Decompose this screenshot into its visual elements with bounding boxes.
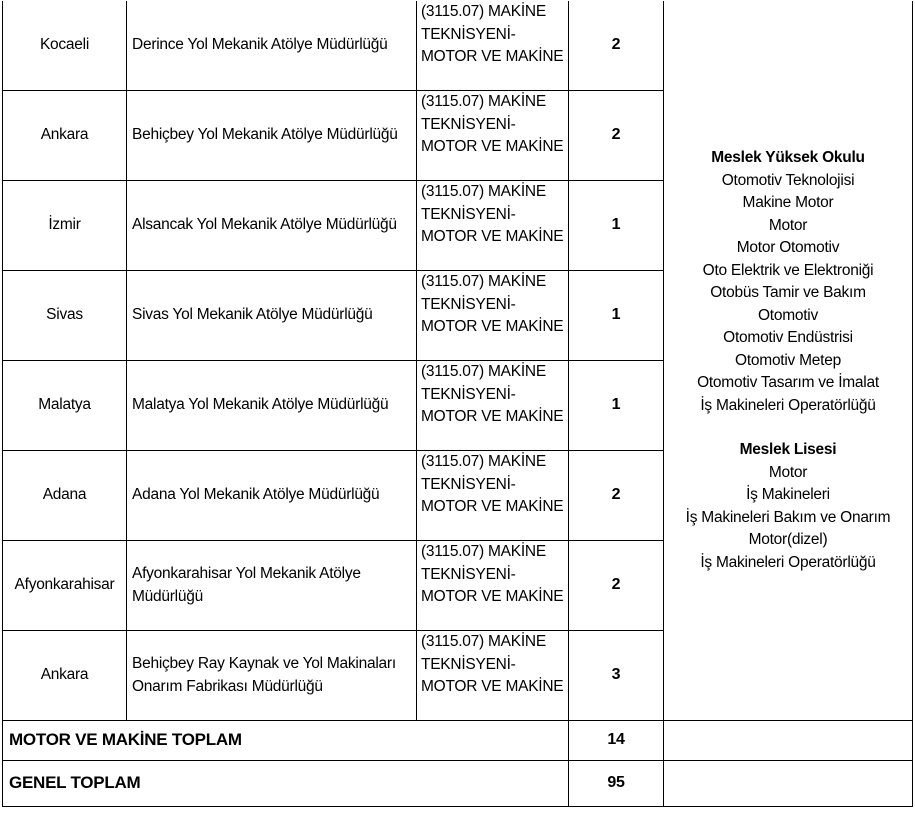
requirement-item: İş Makineleri Operatörlüğü bbox=[700, 396, 876, 414]
position-cell: (3115.07) MAKİNE TEKNİSYENİ-MOTOR VE MAK… bbox=[416, 450, 569, 541]
unit-cell: Behiçbey Ray Kaynak ve Yol Makinaları On… bbox=[126, 630, 417, 721]
province-cell: İzmir bbox=[2, 180, 127, 271]
province-cell: Sivas bbox=[2, 270, 127, 361]
category-total-label: MOTOR VE MAKİNE TOPLAM bbox=[2, 720, 569, 761]
position-cell: (3115.07) MAKİNE TEKNİSYENİ-MOTOR VE MAK… bbox=[416, 270, 569, 361]
position-cell: (3115.07) MAKİNE TEKNİSYENİ-MOTOR VE MAK… bbox=[416, 90, 569, 181]
requirement-item: Motor bbox=[768, 463, 808, 481]
table-row: Sivas Sivas Yol Mekanik Atölye Müdürlüğü(… bbox=[2, 270, 913, 361]
requirement-item: Otobüs Tamir ve Bakım bbox=[710, 284, 866, 301]
unit-cell: Malatya Yol Mekanik Atölye Müdürlüğü bbox=[126, 360, 417, 451]
general-total-label: GENEL TOPLAM bbox=[2, 760, 569, 807]
vocational-high-school-heading: Meslek Lisesi bbox=[739, 441, 837, 458]
requirement-item: Otomotiv Tasarım ve İmalat bbox=[697, 374, 879, 391]
count-cell: 2 bbox=[568, 1, 664, 91]
unit-cell: Adana Yol Mekanik Atölye Müdürlüğü bbox=[126, 450, 417, 541]
requirement-item: Otomotiv bbox=[757, 306, 818, 324]
requirement-item: Otomotiv Metep bbox=[735, 351, 841, 369]
unit-cell: Sivas Yol Mekanik Atölye Müdürlüğü bbox=[126, 270, 417, 361]
requirement-item: Motor(dizel) bbox=[748, 531, 828, 548]
requirement-item: İş Makineleri Bakım ve Onarım bbox=[685, 508, 891, 526]
requirement-item: Otomotiv Endüstrisi bbox=[723, 329, 853, 346]
count-cell: 1 bbox=[568, 270, 664, 361]
requirement-item: Motor bbox=[768, 216, 808, 234]
requirement-item: Motor Otomotiv bbox=[736, 239, 840, 256]
count-cell: 2 bbox=[568, 540, 664, 631]
vocational-college-heading: Meslek Yüksek Okulu bbox=[711, 149, 865, 166]
general-total-row: GENEL TOPLAM 95 bbox=[2, 760, 913, 807]
count-cell: 1 bbox=[568, 180, 664, 271]
education-requirements-cell: Meslek Yüksek Okulu Otomotiv Teknolojisi M… bbox=[663, 1, 913, 721]
empty-cell bbox=[663, 720, 913, 761]
position-cell: (3115.07) MAKİNE TEKNİSYENİ-MOTOR VE MAK… bbox=[416, 1, 569, 91]
requirement-item: İş Makineleri bbox=[746, 486, 830, 503]
table-row: Ankara Behiçbey Ray Kaynak ve Yol Makinal… bbox=[2, 630, 913, 721]
requirement-item: Otomotiv Teknolojisi bbox=[721, 171, 855, 189]
position-cell: (3115.07) MAKİNE TEKNİSYENİ-MOTOR VE MAK… bbox=[416, 180, 569, 271]
position-cell: (3115.07) MAKİNE TEKNİSYENİ-MOTOR VE MAK… bbox=[416, 630, 569, 721]
province-cell: Ankara bbox=[2, 630, 127, 721]
requirement-item: Makine Motor bbox=[742, 194, 834, 211]
province-cell: Kocaeli bbox=[2, 1, 127, 91]
unit-cell: Behiçbey Yol Mekanik Atölye Müdürlüğü bbox=[126, 90, 417, 181]
count-cell: 2 bbox=[568, 450, 664, 541]
empty-cell bbox=[663, 760, 913, 807]
province-cell: Afyonkarahisar bbox=[2, 540, 127, 631]
general-total-value: 95 bbox=[568, 760, 664, 807]
table-row: Malatya Malatya Yol Mekanik Atölye Müdürl… bbox=[2, 360, 913, 451]
count-cell: 1 bbox=[568, 360, 664, 451]
table-row: Adana Adana Yol Mekanik Atölye Müdürlüğü(… bbox=[2, 450, 913, 541]
unit-cell: Derince Yol Mekanik Atölye Müdürlüğü bbox=[126, 1, 417, 91]
spacer bbox=[669, 417, 907, 439]
unit-cell: Afyonkarahisar Yol Mekanik Atölye Müdürl… bbox=[126, 540, 417, 631]
position-cell: (3115.07) MAKİNE TEKNİSYENİ-MOTOR VE MAK… bbox=[416, 360, 569, 451]
count-cell: 3 bbox=[568, 630, 664, 721]
province-cell: Malatya bbox=[2, 360, 127, 451]
table-row: Kocaeli Derince Yol Mekanik Atölye Müdürl… bbox=[2, 1, 913, 721]
province-cell: Adana bbox=[2, 450, 127, 541]
count-cell: 2 bbox=[568, 90, 664, 181]
unit-cell: Alsancak Yol Mekanik Atölye Müdürlüğü bbox=[126, 180, 417, 271]
category-total-row: MOTOR VE MAKİNE TOPLAM 14 bbox=[2, 720, 913, 761]
requirement-item: İş Makineleri Operatörlüğü bbox=[700, 553, 876, 571]
table-row: Ankara Behiçbey Yol Mekanik Atölye Müdürl… bbox=[2, 90, 913, 181]
category-total-value: 14 bbox=[568, 720, 664, 761]
table-row: Afyonkarahisar Afyonkarahisar Yol Mekanik… bbox=[2, 540, 913, 631]
requirement-item: Oto Elektrik ve Elektroniği bbox=[702, 261, 874, 279]
position-cell: (3115.07) MAKİNE TEKNİSYENİ-MOTOR VE MAK… bbox=[416, 540, 569, 631]
province-cell: Ankara bbox=[2, 90, 127, 181]
